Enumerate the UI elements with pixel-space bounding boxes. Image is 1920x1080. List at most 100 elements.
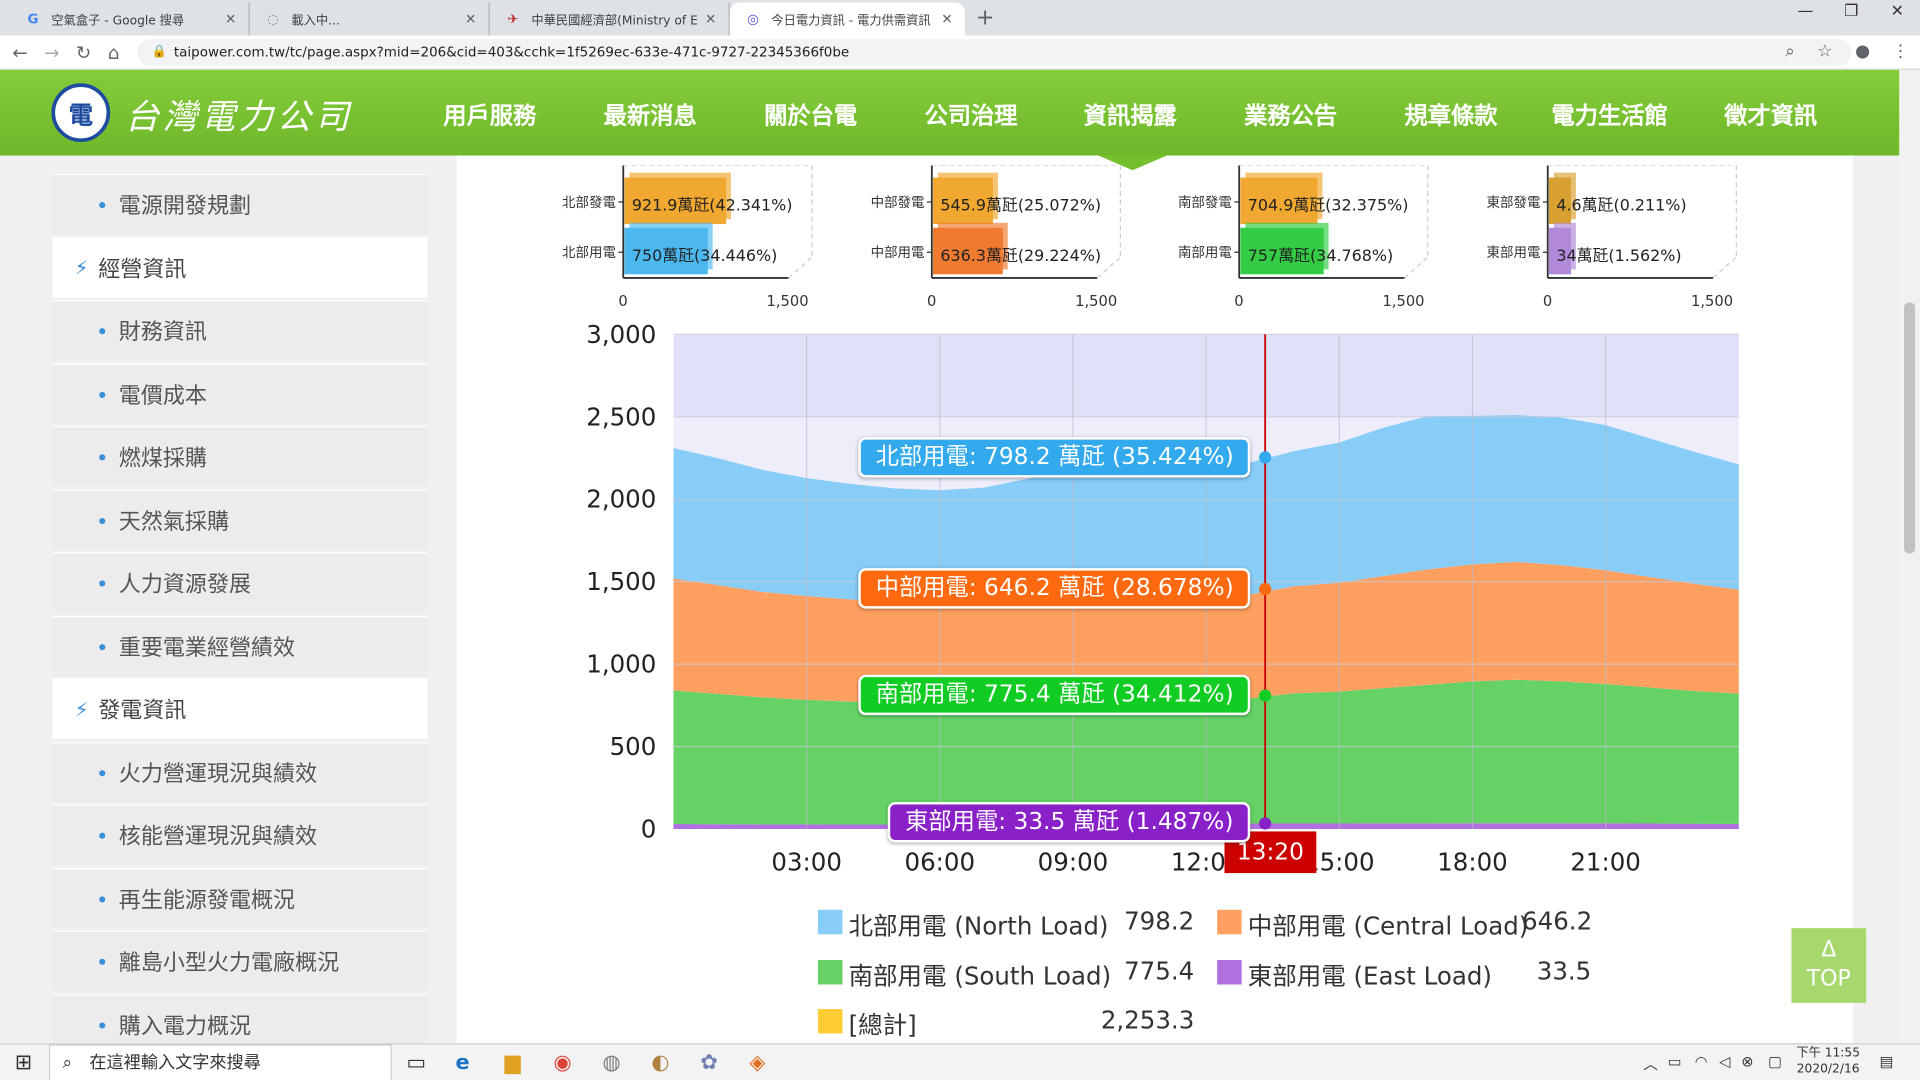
menu-item-regulations[interactable]: 規章條款 [1404, 102, 1498, 130]
axis-tick: 0 [1542, 292, 1553, 310]
mini-grid [926, 165, 1122, 279]
bookmark-star-icon[interactable]: ☆ [1817, 41, 1833, 62]
sidebar-item[interactable]: 離島小型火力電廠概況 [52, 930, 428, 991]
close-icon[interactable]: ✕ [225, 11, 237, 27]
taskbar-clock[interactable]: 下午 11:55 2020/2/16 [1796, 1046, 1860, 1078]
menu-item-disclosure[interactable]: 資訊揭露 [1083, 102, 1177, 130]
windows-start-icon[interactable]: ⊞ [14, 1050, 33, 1076]
tray-chevron-icon[interactable]: ︿ [1643, 1055, 1658, 1073]
load-area-chart[interactable]: 3,000 2,500 2,000 1,500 1,000 500 0 03:00 06:00 0… [563, 318, 1763, 894]
menu-item-announcement[interactable]: 業務公告 [1244, 102, 1338, 130]
volume-icon[interactable]: ◁ [1719, 1053, 1731, 1071]
legend-label[interactable]: 中部用電 (Central Load) [1247, 911, 1529, 941]
minimize-icon[interactable]: — [1797, 2, 1814, 21]
legend-swatch[interactable] [1217, 909, 1242, 935]
x-tick-label: 21:00 [1570, 848, 1641, 877]
sidebar-item[interactable]: 核能營運現況與績效 [52, 804, 428, 865]
sidebar-item[interactable]: 天然氣採購 [52, 489, 428, 550]
sidebar-item[interactable]: ⚡ 經營資訊 [52, 236, 428, 297]
close-icon[interactable]: ✕ [941, 11, 953, 27]
sidebar-item[interactable]: 重要電業經營績效 [52, 615, 428, 676]
legend-swatch[interactable] [817, 909, 843, 935]
sidebar-item[interactable]: ⚡ 發電資訊 [52, 678, 428, 739]
browser-tab-moea[interactable]: ✈ 中華民國經濟部(Ministry of Eco ✕ [490, 2, 730, 36]
menu-item-about[interactable]: 關於台電 [764, 102, 858, 130]
sidebar-item-label: 重要電業經營績效 [118, 634, 296, 661]
zoom-icon[interactable]: ⌕ [1785, 41, 1795, 62]
menu-item-living[interactable]: 電力生活館 [1551, 102, 1668, 130]
crosshair-time-label: 13:20 [1224, 831, 1317, 874]
up-arrow-icon: Δ [1821, 936, 1837, 963]
menu-item-careers[interactable]: 徵才資訊 [1724, 102, 1818, 130]
legend-value: 2,253.3 [1100, 1005, 1195, 1035]
legend-label[interactable]: 東部用電 (East Load) [1247, 961, 1492, 991]
edge-icon[interactable]: e [455, 1050, 470, 1076]
sidebar-item[interactable]: 燃煤採購 [52, 426, 428, 487]
generation-label: 中部發電 [870, 194, 925, 211]
url-input[interactable]: 🔒 taipower.com.tw/tc/page.aspx?mid=206&c… [137, 39, 1852, 67]
home-icon[interactable]: ⌂ [107, 41, 120, 64]
profile-icon[interactable]: ● [1855, 41, 1871, 62]
legend-swatch[interactable] [817, 1008, 843, 1034]
new-tab-icon[interactable]: + [975, 4, 995, 31]
app-icon-3[interactable]: ✿ [700, 1050, 718, 1076]
y-tick-label: 0 [641, 815, 657, 844]
logo-text[interactable]: 台灣電力公司 [124, 96, 353, 138]
taipower-logo-icon[interactable]: 電 [51, 83, 111, 143]
load-bar [1240, 227, 1324, 275]
forward-icon[interactable]: → [44, 41, 60, 64]
sidebar-item[interactable]: 電源開發規劃 [52, 173, 428, 234]
legend-swatch[interactable] [1217, 960, 1242, 985]
region-bar-chart[interactable]: 北部發電 北部用電 921.9萬瓩(42.341%) 750萬瓩(34.446%) 0 1… [542, 165, 836, 318]
legend-label[interactable]: 北部用電 (North Load) [848, 911, 1109, 941]
app-icon-1[interactable]: ◍ [602, 1050, 621, 1076]
legend-label[interactable]: 南部用電 (South Load) [848, 961, 1112, 991]
file-explorer-icon[interactable]: ▆ [504, 1050, 521, 1076]
region-bar-chart[interactable]: 東部發電 東部用電 4.6萬瓩(0.211%) 34萬瓩(1.562%) 0 1,500 [1467, 165, 1761, 318]
ime-icon[interactable]: ▢ [1768, 1053, 1783, 1071]
browser-tab-taipower[interactable]: ◎ 今日電力資訊 - 電力供需資訊 - 台 ✕ [729, 2, 965, 36]
battery-icon[interactable]: ▭ [1667, 1053, 1682, 1071]
clock-date: 2020/2/16 [1796, 1062, 1860, 1077]
taskbar-search-input[interactable]: ⌕ 在這裡輸入文字來搜尋 [48, 1044, 392, 1080]
generation-value: 921.9萬瓩(42.341%) [631, 197, 793, 216]
app-icon-2[interactable]: ◐ [651, 1050, 670, 1076]
task-view-icon[interactable]: ▭ [406, 1050, 427, 1076]
generation-bar [624, 177, 727, 225]
browser-tab-google[interactable]: G 空氣盒子 - Google 搜尋 ✕ [10, 2, 250, 36]
sidebar-item[interactable]: 火力營運現況與績效 [52, 741, 428, 802]
menu-dots-icon[interactable]: ⋮ [1891, 41, 1909, 62]
menu-item-governance[interactable]: 公司治理 [924, 102, 1018, 130]
legend-swatch[interactable] [817, 960, 843, 985]
sidebar-item-label: 發電資訊 [98, 697, 187, 724]
region-bar-chart[interactable]: 中部發電 中部用電 545.9萬瓩(25.072%) 636.3萬瓩(29.224%)… [851, 165, 1145, 318]
notification-icon[interactable]: ▤ [1879, 1053, 1894, 1071]
back-to-top-button[interactable]: Δ TOP [1791, 928, 1867, 1003]
reload-icon[interactable]: ↻ [75, 41, 92, 64]
browser-tab-loading[interactable]: ◌ 載入中... ✕ [250, 2, 490, 36]
app-icon-4[interactable]: ◈ [749, 1050, 766, 1076]
close-icon[interactable]: ✕ [465, 11, 477, 27]
back-icon[interactable]: ← [12, 41, 28, 64]
network-icon[interactable]: ◠ [1694, 1053, 1708, 1071]
chart-tooltip: 北部用電: 798.2 萬瓩 (35.424%) [858, 436, 1251, 477]
load-bar [1548, 227, 1572, 275]
loading-icon: ◌ [267, 11, 279, 27]
chrome-icon[interactable]: ◉ [553, 1050, 572, 1076]
sidebar-item[interactable]: 再生能源發電概況 [52, 867, 428, 928]
close-icon[interactable]: ✕ [705, 11, 717, 27]
tray-app-icon[interactable]: ⊗ [1741, 1053, 1754, 1071]
sidebar-item-label: 購入電力概況 [118, 1013, 252, 1039]
axis-tick: 1,500 [1382, 292, 1425, 310]
menu-item-news[interactable]: 最新消息 [603, 102, 697, 130]
page-scrollbar[interactable] [1899, 69, 1920, 1044]
region-bar-chart[interactable]: 南部發電 南部用電 704.9萬瓩(32.375%) 757萬瓩(34.768%) 0 1… [1158, 165, 1452, 318]
sidebar-item[interactable]: 電價成本 [52, 363, 428, 424]
menu-item-customer[interactable]: 用戶服務 [443, 102, 537, 130]
scrollbar-thumb[interactable] [1904, 302, 1916, 554]
sidebar-item[interactable]: 財務資訊 [52, 300, 428, 361]
window-close-icon[interactable]: ✕ [1890, 2, 1904, 21]
restore-icon[interactable]: ❐ [1844, 2, 1859, 21]
legend-label[interactable]: [總計] [848, 1010, 917, 1040]
sidebar-item[interactable]: 人力資源發展 [52, 552, 428, 613]
